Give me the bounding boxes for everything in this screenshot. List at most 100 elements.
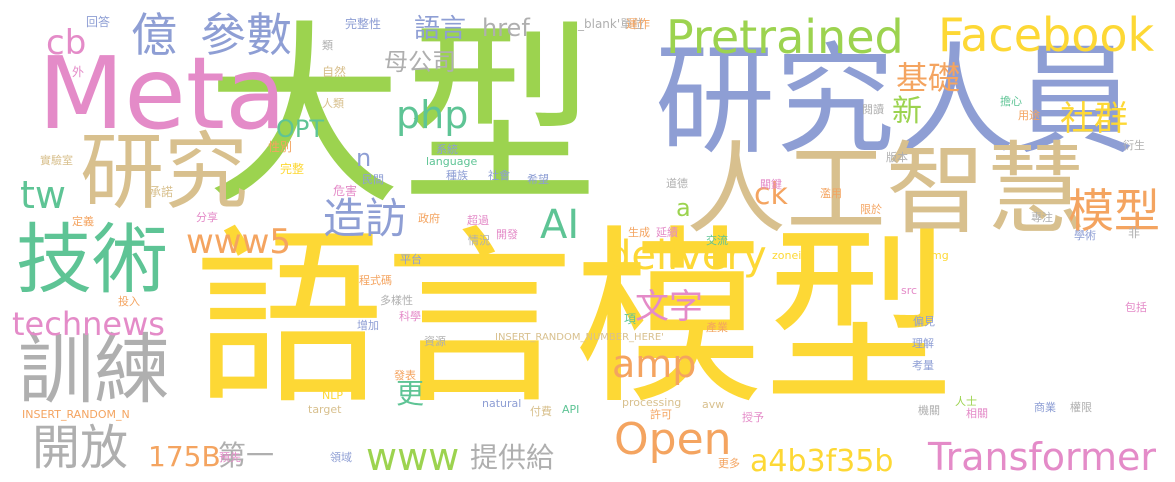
word-kaoliang: 考量	[912, 359, 934, 372]
word-natural: natural	[482, 397, 522, 410]
word-kaifa: 開發	[496, 228, 518, 241]
word-kexue: 科學	[399, 310, 421, 323]
word-chengnuo: 承諾	[149, 185, 174, 199]
word-xiangguan: 相關	[966, 407, 988, 420]
word-minjian: 民間	[362, 173, 384, 186]
word-huida: 回答	[86, 15, 111, 29]
word-gengduo: 更多	[718, 457, 740, 470]
word-insert-random-number-here: INSERT_RANDOM_NUMBER_HERE'	[495, 332, 664, 343]
word-shehui: 社會	[488, 169, 510, 182]
word-ai: AI	[540, 202, 580, 248]
word-cb: cb	[46, 23, 87, 63]
word-xin: 新	[892, 94, 922, 129]
word-wanzheng: 完整	[280, 162, 305, 176]
word-zhongzu: 種族	[446, 169, 468, 182]
word-xuke: 許可	[650, 408, 672, 421]
word-banben: 版本	[886, 151, 908, 164]
word-chaoguo: 超過	[467, 214, 489, 227]
word-touru: 投入	[118, 295, 140, 308]
word-lei: 類	[322, 39, 333, 52]
word-open: Open	[614, 414, 732, 465]
word-avw: avw	[702, 398, 725, 411]
word-xitong: 系統	[436, 143, 458, 156]
word-www5: www5	[186, 222, 292, 262]
word-xiang: 項	[624, 312, 637, 326]
word-mugongsi: 母公司	[384, 48, 456, 76]
word-moxing: 模型	[1068, 184, 1160, 238]
word-qingkuang: 情況	[468, 234, 490, 247]
word-src: src	[901, 284, 918, 297]
word-zaofang: 造訪	[323, 194, 408, 243]
word-xueshu: 學術	[1074, 229, 1096, 242]
word-zoneid: zoneid	[772, 249, 809, 262]
word-fenxiang: 分享	[196, 211, 218, 224]
word-lijie: 理解	[912, 337, 934, 350]
word-canshu: 參數	[200, 8, 292, 62]
word-yuedu: 閱讀	[862, 103, 884, 116]
word-wanzhengxing: 完整性	[345, 17, 382, 31]
word-shequn: 社群	[1060, 99, 1128, 139]
word-yanxu: 延續	[656, 226, 678, 239]
word-tigonggei: 提供給	[470, 441, 555, 474]
word-shouyu: 授予	[742, 411, 764, 424]
word-xiwang: 希望	[527, 173, 549, 186]
word-yuyan-moxing: 語言模型	[194, 209, 955, 430]
word-guanjian: 關鍵	[760, 178, 782, 191]
word-xingbie: 性別	[268, 140, 293, 154]
word-renlei: 人類	[322, 97, 344, 110]
word-yuyan: 語言	[414, 14, 467, 44]
word-php: php	[396, 93, 469, 137]
word-a: a	[676, 194, 691, 222]
word-chengshima: 程式碼	[359, 274, 392, 287]
word-shangye: 商業	[1034, 401, 1056, 414]
word-pretrained: Pretrained	[666, 10, 904, 64]
word-wai: 外	[72, 65, 85, 79]
word-language: language	[426, 155, 478, 168]
word-zengjia: 增加	[357, 319, 379, 332]
word-shengcheng: 生成	[628, 226, 650, 239]
word-transformer: Transformer	[928, 435, 1157, 479]
word-insert-random-n: INSERT_RANDOM_N	[22, 408, 130, 421]
word-jiaoliu: 交流	[706, 234, 728, 247]
word-wenzi: 文字	[635, 287, 703, 327]
word-renshi: 人士	[955, 395, 977, 408]
word-ziyuan: 資源	[424, 335, 446, 348]
word-chanye: 產業	[706, 321, 728, 334]
word-lanyong: 濫用	[820, 187, 842, 200]
word-meta: Meta	[38, 35, 287, 152]
word-weihai: 危害	[333, 184, 358, 198]
word-api: API	[562, 403, 580, 416]
word-shiyanshi: 實驗室	[40, 154, 73, 167]
word-href: href	[482, 14, 530, 42]
word-yansheng: 衍生	[1123, 139, 1145, 152]
word-yanjiu-renyuan: 研究人員	[655, 32, 1135, 171]
word-yuxian: 預先	[219, 451, 241, 464]
word-diyi: 第一	[218, 439, 275, 472]
word-geng: 更	[396, 377, 425, 410]
word-fabiao: 發表	[394, 369, 416, 382]
word-fei: 非	[1128, 226, 1141, 240]
word-ziran: 自然	[322, 65, 347, 79]
word-daode: 道德	[666, 177, 688, 190]
word-yunzuo: 運作	[626, 17, 651, 31]
word-yi: 億	[131, 8, 177, 62]
word-blank-danwei: _blank'單位	[578, 17, 645, 31]
word-175b: 175B	[148, 440, 221, 473]
word-tw: tw	[20, 173, 66, 217]
word-processing: processing	[622, 396, 682, 409]
word-pingtai: 平台	[400, 253, 422, 266]
word-img: img	[928, 249, 949, 262]
word-zhengfu: 政府	[418, 212, 440, 225]
word-fufei: 付費	[530, 405, 552, 418]
word-lingyu: 領域	[330, 451, 352, 464]
word-rengong-zhihui: 人工智慧	[686, 131, 1086, 248]
word-danxin: 擔心	[1000, 95, 1022, 108]
word-jichu: 基礎	[896, 59, 961, 97]
word-nlp: NLP	[322, 389, 343, 402]
word-n: n	[356, 144, 372, 172]
word-baokuo: 包括	[1125, 301, 1147, 314]
word-daxing: 大型	[206, 4, 599, 232]
word-target: target	[308, 403, 342, 416]
word-technews: technews	[12, 305, 165, 343]
